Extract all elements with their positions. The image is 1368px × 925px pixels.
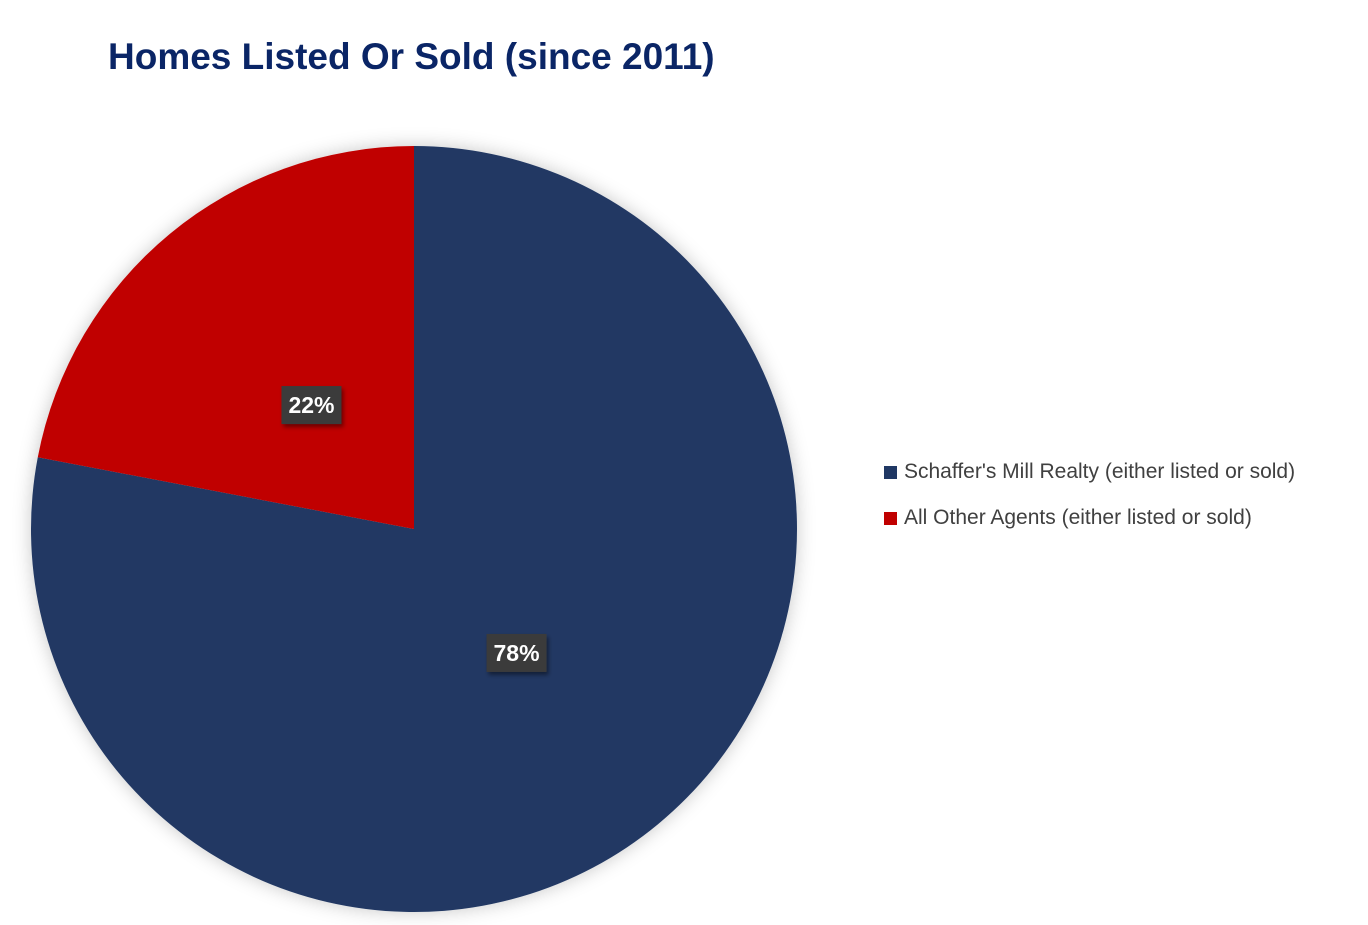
data-label-text: 78% [494, 640, 540, 666]
data-label-text: 22% [288, 392, 334, 418]
data-label-1: 78% [486, 633, 547, 672]
legend-swatch [884, 465, 897, 479]
pie-data-labels: 78% 22% [281, 386, 547, 672]
legend: Schaffer's Mill Realty (either listed or… [884, 456, 1295, 548]
data-label-box [486, 633, 547, 672]
data-label-2: 22% [281, 386, 342, 425]
data-label-box [281, 386, 342, 425]
legend-label: Schaffer's Mill Realty (either listed or… [904, 460, 1296, 483]
pie-slice-2 [37, 146, 414, 529]
pie-slices [31, 146, 797, 912]
legend-swatch [884, 511, 897, 525]
legend-label: All Other Agents (either listed or sold) [904, 506, 1252, 529]
chart-title: Homes Listed Or Sold (since 2011) [108, 36, 715, 77]
legend-item-2: All Other Agents (either listed or sold) [884, 502, 1295, 534]
legend-item-1: Schaffer's Mill Realty (either listed or… [884, 456, 1295, 488]
